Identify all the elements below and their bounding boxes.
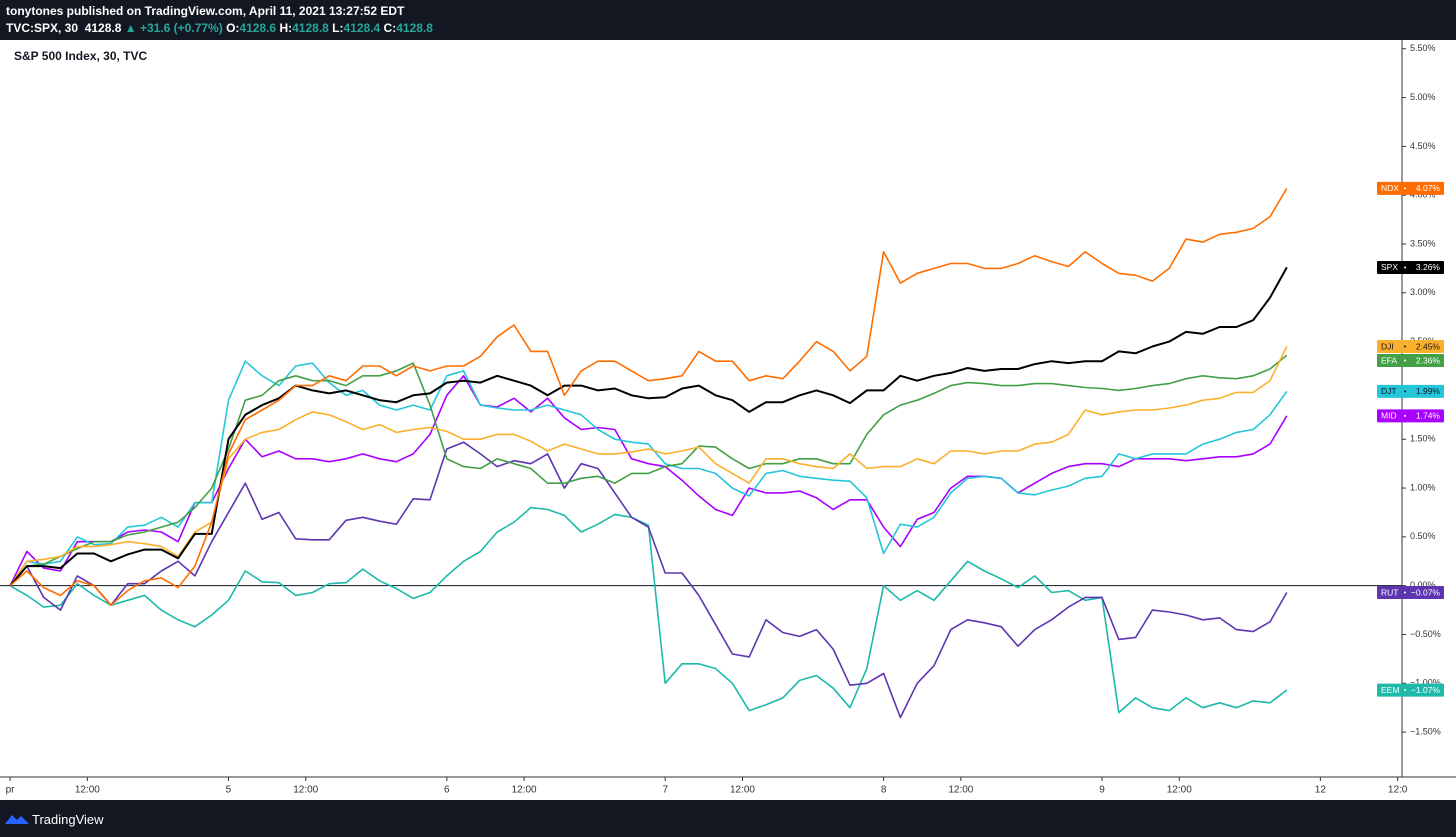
byline: tonytones published on TradingView.com, … (6, 4, 405, 18)
tag-value: 3.26% (1416, 262, 1441, 272)
logo-shape (5, 815, 29, 824)
arrow: ▲ (124, 21, 137, 35)
logo (5, 815, 29, 824)
quote-line: TVC:SPX, 30 4128.8 ▲ +31.6 (+0.77%) O:41… (6, 21, 436, 35)
y-tick-label: 1.00% (1410, 482, 1436, 492)
series-line (9, 506, 1288, 714)
y-tick-label: −1.00% (1410, 678, 1441, 688)
tag-dot (1404, 414, 1406, 417)
tag-box (1377, 586, 1444, 600)
x-tick-label: pr (6, 785, 16, 796)
y-tick-label: 1.50% (1410, 434, 1436, 444)
symbol: TVC:SPX, 30 (6, 21, 79, 35)
ohlc-value: 4128.8 (396, 21, 433, 35)
series-tag: NDX 4.07% (1377, 181, 1444, 195)
x-tick-label: 9 (1099, 785, 1105, 796)
x-tick-label: 6 (444, 785, 450, 796)
y-tick-label: 3.50% (1410, 238, 1436, 248)
y-tick-label: 3.00% (1410, 287, 1436, 297)
chart: S&P 500 Index, 30, TVC −1.50% −1.00% −0.50… (0, 40, 1456, 800)
series-line (9, 441, 1288, 719)
chart-title: S&P 500 Index, 30, TVC (14, 49, 148, 63)
tag-dot (1404, 591, 1406, 594)
tag-name: DJT (1381, 386, 1397, 396)
ohlc-label: L: (332, 21, 344, 35)
series-line (9, 187, 1288, 606)
y-tick-label: 4.50% (1410, 141, 1436, 151)
x-tick-label: 12:00 (948, 785, 973, 796)
ohlc-label: C: (383, 21, 397, 35)
ohlc-label: H: (279, 21, 293, 35)
x-tick-label: 12 (1315, 785, 1327, 796)
tag-dot (1404, 266, 1406, 269)
ohlc-value: 4128.8 (292, 21, 329, 35)
x-tick-label: 12:0 (1388, 785, 1408, 796)
series-tag: DJI 2.45% (1377, 340, 1444, 354)
y-tick-label: 5.50% (1410, 43, 1436, 53)
series-tag: SPX 3.26% (1377, 260, 1444, 274)
tag-name: SPX (1381, 262, 1398, 272)
ohlc-value: 4128.4 (343, 21, 381, 35)
tag-value: −0.07% (1411, 587, 1441, 597)
chart-background (0, 40, 1456, 800)
tag-dot (1404, 359, 1406, 362)
series-line (9, 360, 1288, 587)
ohlc: O:4128.6 H:4128.8 L:4128.4 C:4128.8 (226, 21, 436, 35)
tag-box (1377, 354, 1444, 368)
header: tonytones published on TradingView.com, … (0, 0, 1456, 40)
tag-box (1377, 340, 1444, 354)
ohlc-label: O: (226, 21, 240, 35)
change: +31.6 (+0.77%) (139, 21, 223, 35)
tag-name: RUT (1381, 587, 1398, 597)
series-line (9, 354, 1288, 587)
x-tick-label: 12:00 (512, 785, 537, 796)
tag-box (1377, 260, 1444, 274)
series-tag: RUT −0.07% (1377, 586, 1444, 600)
series-tag: MID 1.74% (1377, 409, 1444, 423)
tag-box (1377, 409, 1444, 423)
tag-value: 2.45% (1416, 341, 1441, 351)
y-tick-label: −1.50% (1410, 726, 1441, 736)
tag-name: EEM (1381, 685, 1399, 695)
tag-dot (1404, 390, 1406, 393)
price: 4128.8 (84, 21, 122, 35)
tag-box (1377, 384, 1444, 398)
tag-dot (1404, 345, 1406, 348)
x-tick-label: 5 (226, 785, 232, 796)
x-tick-label: 8 (881, 785, 887, 796)
series-tag: EEM −1.07% (1377, 683, 1444, 697)
tag-dot (1404, 187, 1406, 190)
footer: TradingView (0, 800, 1456, 837)
ohlc-value: 4128.6 (239, 21, 277, 35)
tag-name: NDX (1381, 183, 1399, 193)
tag-box (1377, 181, 1444, 195)
tag-value: 2.36% (1416, 355, 1441, 365)
x-tick-label: 12:00 (730, 785, 755, 796)
x-tick-label: 7 (662, 785, 668, 796)
tag-value: 1.74% (1416, 411, 1441, 421)
x-tick-label: 12:00 (1167, 785, 1192, 796)
x-tick-label: 12:00 (75, 785, 100, 796)
tag-name: MID (1381, 411, 1397, 421)
series-line (9, 266, 1288, 587)
x-tick-label: 12:00 (293, 785, 318, 796)
y-tick-label: 0.50% (1410, 531, 1436, 541)
y-tick-label: −0.50% (1410, 629, 1441, 639)
tag-dot (1404, 689, 1406, 692)
series-tag: DJT 1.99% (1377, 384, 1444, 398)
tag-name: EFA (1381, 355, 1397, 365)
tag-value: 4.07% (1416, 183, 1441, 193)
brand: TradingView (32, 812, 104, 827)
tag-box (1377, 683, 1444, 697)
tag-value: −1.07% (1411, 685, 1441, 695)
y-tick-label: 5.00% (1410, 92, 1436, 102)
y-tick-label: 0.00% (1410, 580, 1436, 590)
tag-value: 1.99% (1416, 386, 1441, 396)
series-tag: EFA 2.36% (1377, 354, 1444, 368)
tag-name: DJI (1381, 341, 1394, 351)
